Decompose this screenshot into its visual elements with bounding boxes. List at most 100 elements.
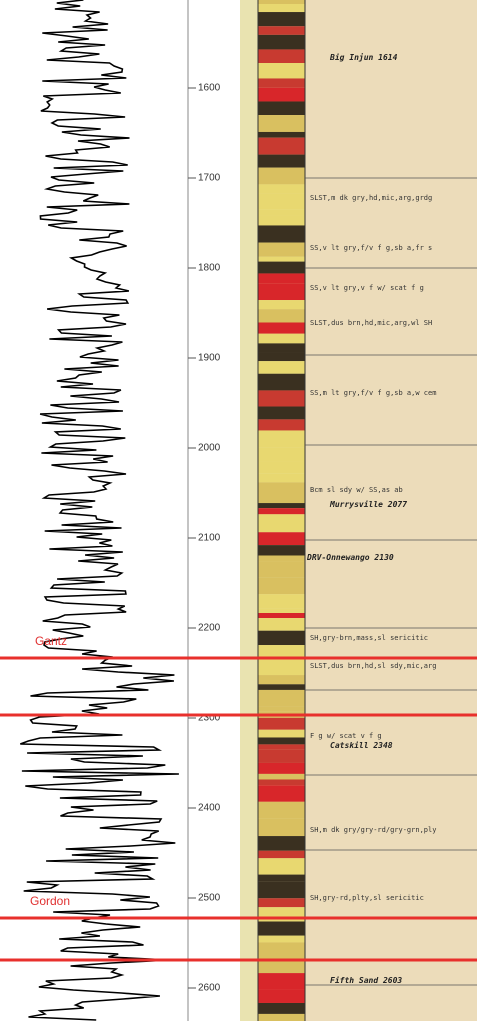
lithology-bed xyxy=(258,209,305,216)
lithology-bed xyxy=(258,836,305,851)
lithology-bed xyxy=(258,785,305,802)
lithology-bed xyxy=(258,613,305,619)
lithology-bed xyxy=(258,545,305,556)
lithology-bed xyxy=(258,749,305,763)
formation-name: Big Injun 1614 xyxy=(329,52,398,62)
lithology-description: SH,m dk gry/gry-rd/gry-grn,ply xyxy=(310,826,436,834)
lithology-bed xyxy=(258,352,305,362)
lithology-bed xyxy=(258,283,305,301)
depth-track xyxy=(188,0,240,1021)
depth-label: 1900 xyxy=(198,353,221,364)
lithology-bed xyxy=(258,508,305,515)
lithology-bed xyxy=(258,34,305,50)
lithology-bed xyxy=(258,184,305,194)
lithology-bed xyxy=(258,390,305,407)
lithology-bed xyxy=(258,594,305,609)
description-panel xyxy=(305,0,477,1021)
curve-track xyxy=(0,0,188,1021)
depth-label: 2300 xyxy=(198,713,221,724)
lithology-bed xyxy=(258,561,305,578)
lithology-bed xyxy=(258,630,305,646)
formation-name: DRV-Onnewango 2130 xyxy=(306,553,394,562)
lithology-bed xyxy=(258,430,305,448)
lithology-description: SLST,dus brn,hd,sl sdy,mic,arg xyxy=(310,662,436,670)
lithology-bed xyxy=(258,167,305,185)
lithology-bed xyxy=(258,137,305,155)
lithology-bed xyxy=(258,0,305,5)
lithology-bed xyxy=(258,850,305,859)
lithology-description: SH,gry-brn,mass,sl sericitic xyxy=(310,634,428,642)
gamma-curve xyxy=(20,0,179,1021)
lithology-description: F g w/ scat v f g xyxy=(310,732,382,740)
lithology-bed xyxy=(258,373,305,391)
lithology-bed xyxy=(258,744,305,750)
lithology-bed xyxy=(258,497,305,504)
lithology-bed xyxy=(258,1013,305,1021)
lithology-bed xyxy=(258,361,305,374)
lithology-bed xyxy=(258,658,305,676)
lithology-bed xyxy=(258,693,305,707)
formation-name: Catskill 2348 xyxy=(330,740,393,750)
lithology-bed xyxy=(258,333,305,344)
depth-label: 1700 xyxy=(198,173,221,184)
lithology-bed xyxy=(258,461,305,474)
lithology-bed xyxy=(258,256,305,262)
lithology-bed xyxy=(258,300,305,310)
lithology-bed xyxy=(258,78,305,88)
lithology-bed xyxy=(258,26,305,35)
lithology-bed xyxy=(258,309,305,323)
lithology-bed xyxy=(258,960,305,974)
lithology-bed xyxy=(258,49,305,64)
lithology-bed xyxy=(258,87,305,102)
lithology-bed xyxy=(258,514,305,533)
lithology-bed xyxy=(258,154,305,168)
lithology-bed xyxy=(258,675,305,685)
lithology-bed xyxy=(258,874,305,882)
depth-label: 2600 xyxy=(198,983,221,994)
marker-label: Gantz xyxy=(35,634,67,648)
lithology-bed xyxy=(258,215,305,226)
lithology-bed xyxy=(258,645,305,659)
lithology-description: SS,v lt gry,v f w/ scat f g xyxy=(310,284,424,292)
lithology-bed xyxy=(258,801,305,819)
lithology-bed xyxy=(258,779,305,786)
lithology-bed xyxy=(258,729,305,738)
lithology-description: SS,m lt gry,f/v f g,sb a,w cem xyxy=(310,389,436,397)
lithology-bed xyxy=(258,473,305,483)
lithology-bed xyxy=(258,322,305,334)
lithology-bed xyxy=(258,942,305,961)
lithology-bed xyxy=(258,555,305,562)
depth-label: 2200 xyxy=(198,623,221,634)
lithology-bed xyxy=(258,1002,305,1014)
lithology-bed xyxy=(258,343,305,353)
lithology-description: SLST,dus brn,hd,mic,arg,wl SH xyxy=(310,319,432,327)
lithology-bed xyxy=(258,406,305,420)
lithology-bed xyxy=(258,921,305,936)
lithology-bed xyxy=(258,419,305,431)
lithology-bed xyxy=(258,737,305,745)
lithology-bed xyxy=(258,689,305,694)
lithology-bed xyxy=(258,503,305,509)
depth-label: 2400 xyxy=(198,803,221,814)
lithology-bed xyxy=(258,935,305,943)
depth-label: 2000 xyxy=(198,443,221,454)
depth-label: 2500 xyxy=(198,893,221,904)
lithology-bed xyxy=(258,577,305,595)
lithology-bed xyxy=(258,773,305,780)
depth-label: 2100 xyxy=(198,533,221,544)
lithology-description: SLST,m dk gry,hd,mic,arg,grdg xyxy=(310,194,432,202)
lithology-bed xyxy=(258,818,305,837)
lithology-bed xyxy=(258,973,305,990)
lithology-bed xyxy=(258,63,305,79)
lithology-bed xyxy=(258,762,305,774)
lithology-description: SS,v lt gry,f/v f g,sb a,fr s xyxy=(310,244,432,252)
lithology-bed xyxy=(258,261,305,274)
lithology-bed xyxy=(258,131,305,138)
lithology-bed xyxy=(258,684,305,690)
lithology-bed xyxy=(258,532,305,546)
lithology-bed xyxy=(258,101,305,116)
depth-label: 1600 xyxy=(198,83,221,94)
formation-name: Murrysville 2077 xyxy=(329,499,407,509)
lithology-bed xyxy=(258,881,305,899)
